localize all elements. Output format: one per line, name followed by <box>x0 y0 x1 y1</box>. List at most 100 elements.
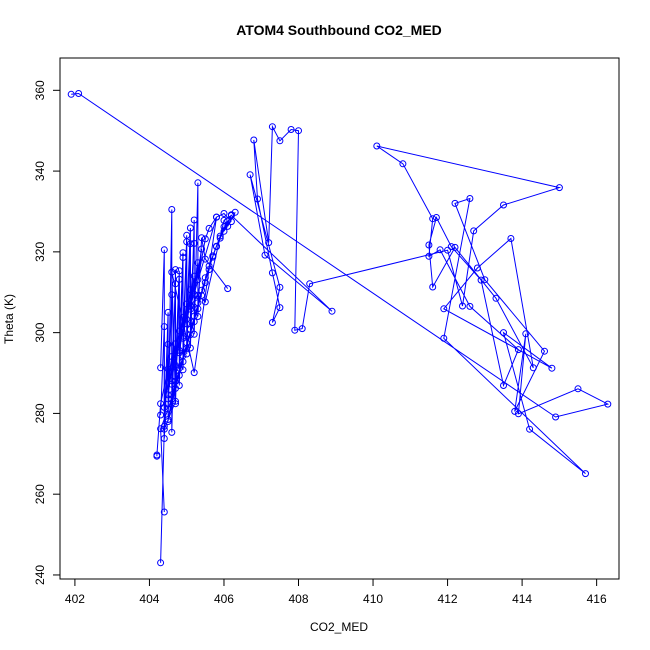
data-point <box>425 241 433 249</box>
data-point <box>511 407 519 415</box>
data-point <box>254 195 261 203</box>
data-point <box>179 249 187 257</box>
data-point <box>216 232 224 240</box>
data-point <box>160 323 168 331</box>
data-point <box>604 400 612 408</box>
data-point <box>492 294 500 302</box>
data-point <box>268 319 276 326</box>
data-point <box>373 142 381 150</box>
data-point <box>190 369 198 377</box>
data-point <box>451 243 459 251</box>
data-point <box>429 215 437 223</box>
y-tick-label: 360 <box>33 80 47 100</box>
x-axis: 402 404 406 408 410 412 414 416 <box>65 578 607 606</box>
data-point <box>440 305 448 313</box>
data-point <box>436 246 444 254</box>
data-point <box>220 210 228 217</box>
data-point <box>224 222 232 230</box>
data-point <box>227 211 235 219</box>
data-point <box>466 195 474 202</box>
data-point <box>250 136 258 144</box>
x-axis-label: CO2_MED <box>310 620 368 634</box>
data-point <box>198 234 206 242</box>
data-point <box>574 385 582 393</box>
data-point <box>432 214 440 221</box>
data-point <box>459 302 466 310</box>
data-point <box>555 184 563 192</box>
data-point <box>160 435 168 442</box>
data-point <box>265 239 273 247</box>
data-point <box>529 364 537 372</box>
data-point <box>160 422 168 430</box>
x-tick-label: 412 <box>438 592 458 606</box>
series-layer <box>67 90 612 567</box>
data-point <box>160 508 168 516</box>
data-point <box>444 246 452 254</box>
data-point <box>175 346 183 354</box>
data-point <box>481 276 489 284</box>
data-point <box>75 90 83 97</box>
data-point <box>201 298 209 306</box>
data-point <box>201 255 209 263</box>
data-point <box>541 347 548 355</box>
data-point <box>429 283 437 291</box>
data-point <box>194 313 202 320</box>
data-point <box>224 285 232 293</box>
data-point <box>198 286 206 294</box>
data-point <box>190 330 198 338</box>
data-point <box>306 280 314 288</box>
data-point <box>268 123 276 131</box>
data-point <box>172 266 179 274</box>
data-point <box>477 276 485 284</box>
data-point <box>205 266 213 274</box>
data-point <box>500 382 507 389</box>
series-line-1 <box>71 92 610 563</box>
data-point <box>220 223 228 231</box>
data-point <box>276 283 284 291</box>
data-point <box>183 238 191 246</box>
data-point <box>213 213 220 221</box>
data-point <box>194 179 202 187</box>
data-point <box>67 90 75 98</box>
data-point <box>172 280 179 288</box>
data-point <box>213 243 220 251</box>
data-point <box>440 334 448 342</box>
data-point <box>172 400 179 408</box>
data-point <box>172 361 179 369</box>
data-point <box>246 171 254 179</box>
data-point <box>168 428 176 436</box>
data-point <box>447 243 455 251</box>
data-point <box>168 380 176 388</box>
data-point <box>582 470 589 478</box>
data-point <box>179 366 187 374</box>
data-point <box>548 364 556 372</box>
data-point <box>157 411 165 419</box>
y-tick-label: 340 <box>33 161 47 181</box>
data-point <box>209 252 217 260</box>
data-point <box>205 262 213 270</box>
data-point <box>276 304 284 312</box>
data-point <box>514 346 522 354</box>
data-point <box>514 410 522 418</box>
data-point <box>164 418 172 425</box>
data-point <box>201 274 209 282</box>
data-point <box>205 224 213 232</box>
y-tick-label: 320 <box>33 242 47 262</box>
data-point <box>175 267 183 275</box>
x-tick-label: 410 <box>363 592 383 606</box>
data-point <box>186 224 194 232</box>
data-point <box>552 413 560 421</box>
data-point <box>220 227 228 235</box>
data-point <box>295 127 302 135</box>
data-point <box>298 325 306 333</box>
data-point <box>451 199 459 207</box>
data-point <box>287 126 295 133</box>
y-tick-label: 300 <box>33 322 47 342</box>
data-point <box>183 350 191 358</box>
data-point <box>470 227 478 235</box>
data-point <box>175 382 183 389</box>
data-point <box>190 239 198 247</box>
x-tick-label: 404 <box>139 592 159 606</box>
